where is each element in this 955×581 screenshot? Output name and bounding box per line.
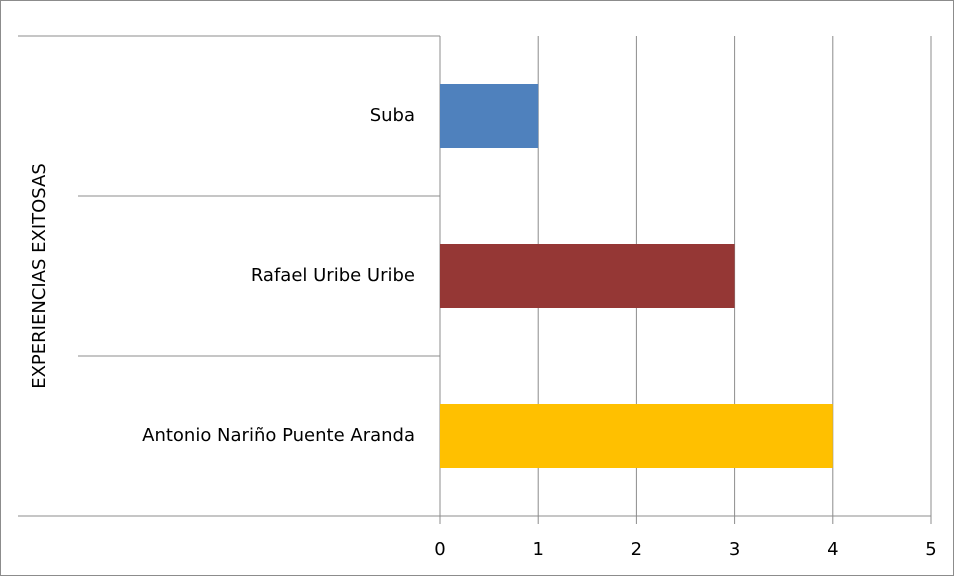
y-tick-label: Suba — [370, 105, 415, 126]
bar — [440, 244, 735, 308]
x-tick-label: 3 — [729, 539, 740, 560]
y-tick-label: Antonio Nariño Puente Aranda — [142, 425, 415, 446]
x-tick-label: 4 — [827, 539, 838, 560]
y-axis-label: EXPERIENCIAS EXITOSAS — [29, 163, 50, 389]
x-tick-label: 5 — [925, 539, 936, 560]
x-tick-label: 2 — [631, 539, 642, 560]
x-tick-label: 0 — [434, 539, 445, 560]
bar — [440, 404, 833, 468]
x-tick-label: 1 — [532, 539, 543, 560]
y-tick-label: Rafael Uribe Uribe — [251, 265, 415, 286]
bar — [440, 84, 539, 148]
